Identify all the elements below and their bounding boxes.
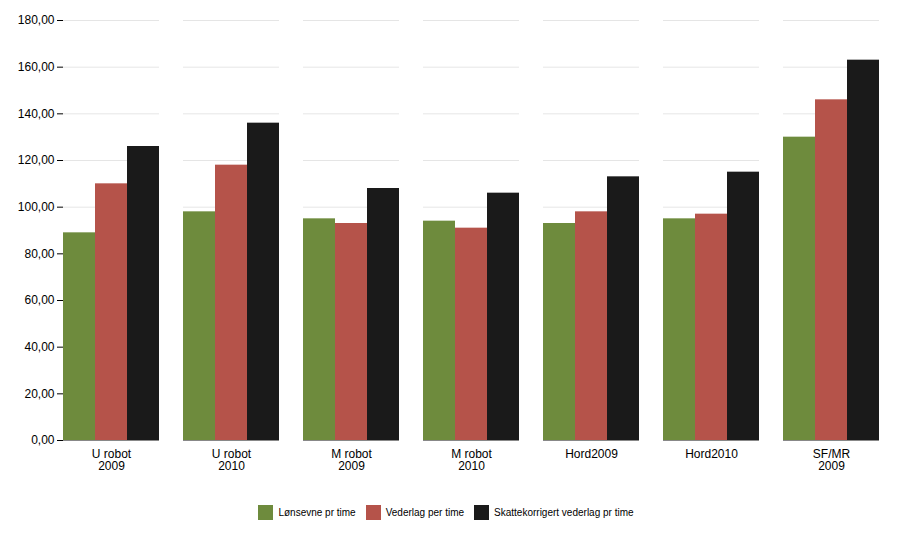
svg-text:U robot2010: U robot2010 xyxy=(212,447,252,473)
svg-text:Hord2010: Hord2010 xyxy=(685,447,738,461)
svg-text:0,00: 0,00 xyxy=(31,433,55,447)
svg-text:180,00: 180,00 xyxy=(18,13,55,27)
svg-text:40,00: 40,00 xyxy=(24,340,54,354)
html-text:Vederlag per time: Vederlag per time xyxy=(385,507,465,518)
svg-text:Hord2009: Hord2009 xyxy=(565,447,618,461)
html-text:Skattekorrigert vederlag pr ti: Skattekorrigert vederlag pr time xyxy=(494,507,634,518)
svg-text:SF/MR2009: SF/MR2009 xyxy=(813,447,851,473)
svg-text:M robot2010: M robot2010 xyxy=(451,447,492,473)
svg-text:60,00: 60,00 xyxy=(24,293,54,307)
svg-text:160,00: 160,00 xyxy=(18,60,55,74)
svg-text:140,00: 140,00 xyxy=(18,107,55,121)
html-text:Lønsevne pr time: Lønsevne pr time xyxy=(278,507,356,518)
svg-text:20,00: 20,00 xyxy=(24,387,54,401)
svg-text:80,00: 80,00 xyxy=(24,247,54,261)
svg-text:M robot2009: M robot2009 xyxy=(331,447,372,473)
svg-text:U robot2009: U robot2009 xyxy=(92,447,132,473)
svg-text:100,00: 100,00 xyxy=(18,200,55,214)
svg-text:120,00: 120,00 xyxy=(18,153,55,167)
